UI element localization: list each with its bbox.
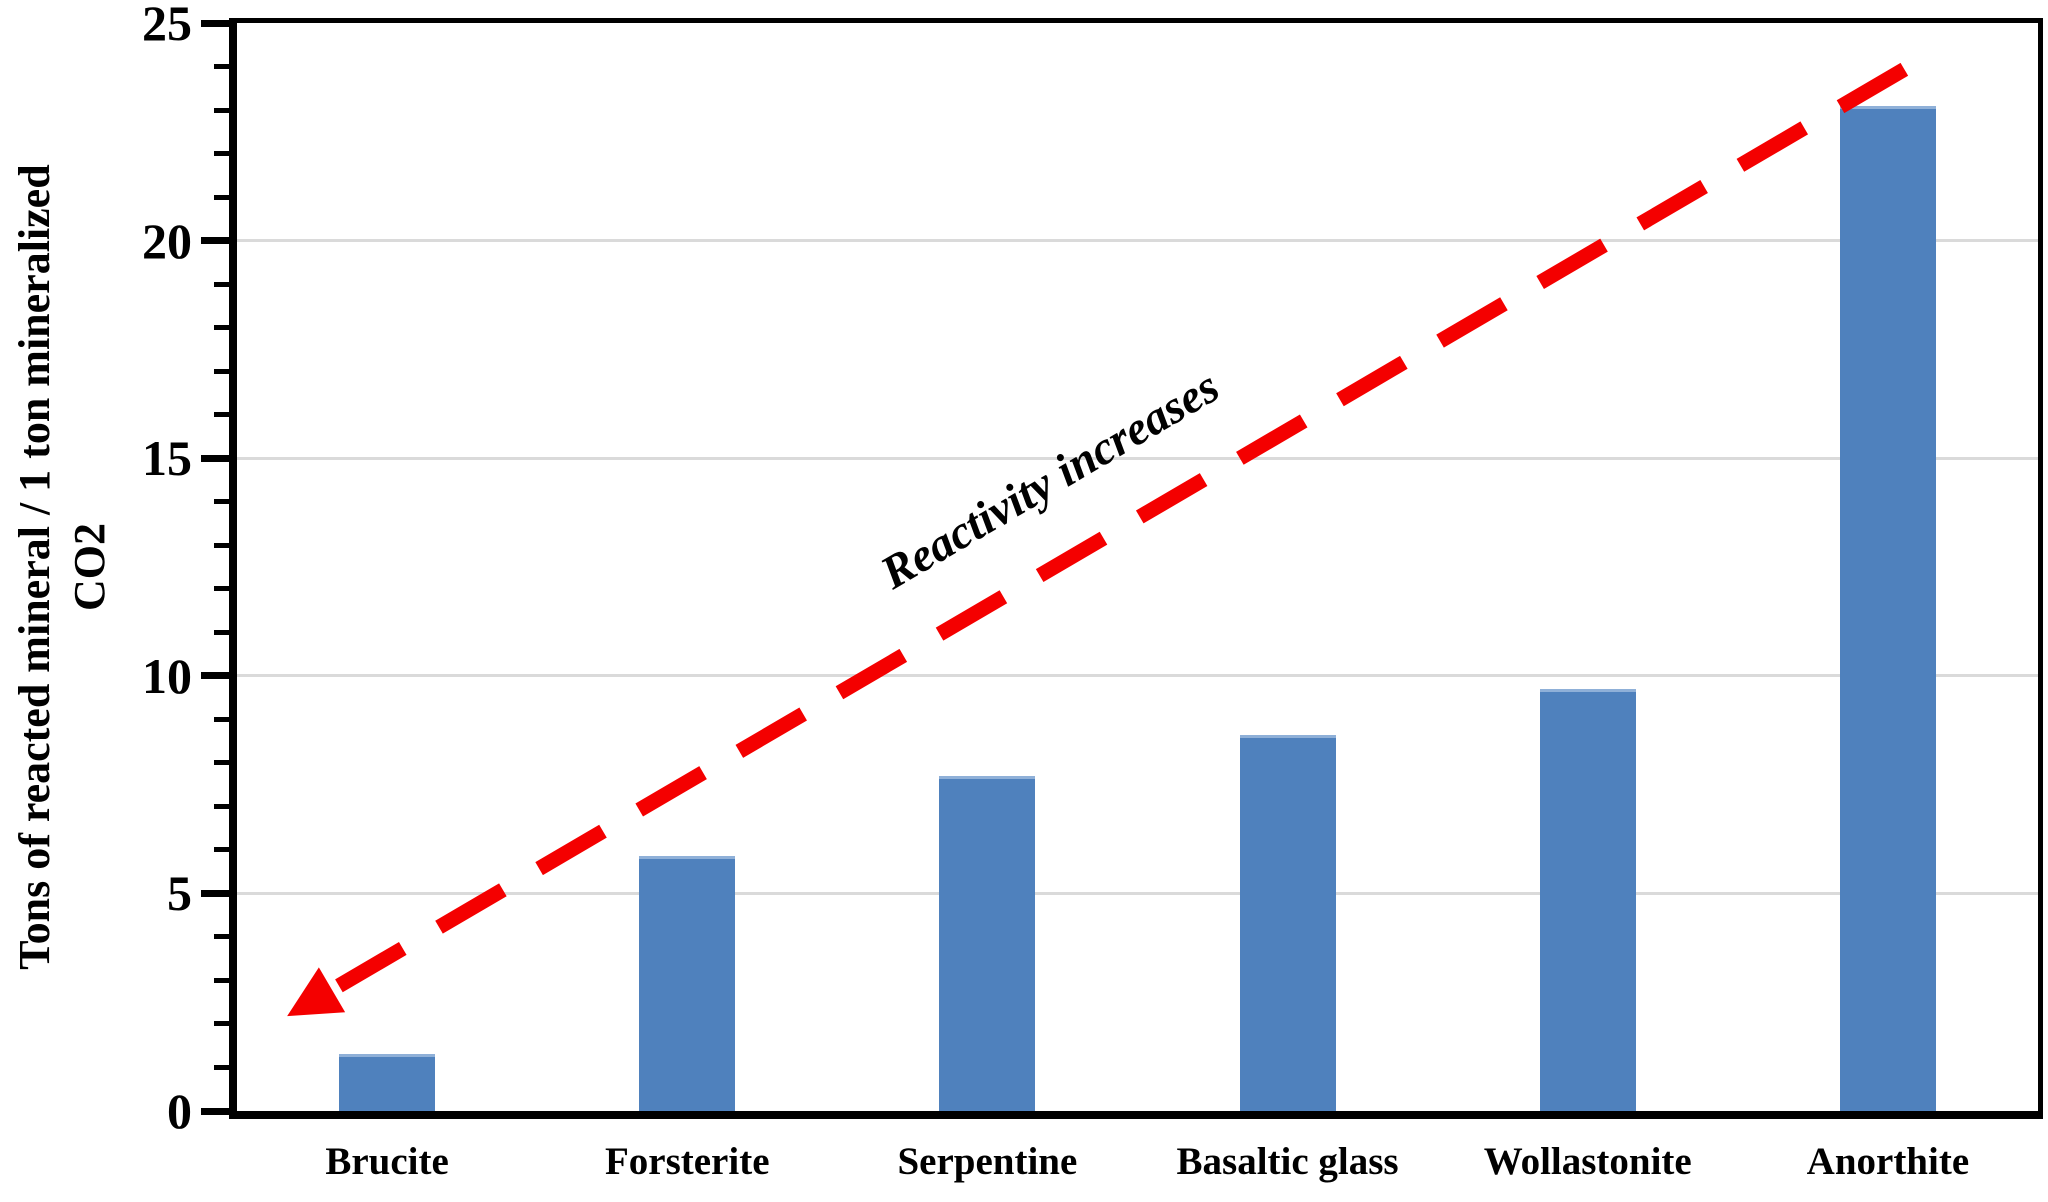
minor-tick-y-3 (214, 977, 229, 983)
y-tick-label-15: 15 (142, 430, 192, 487)
minor-tick-y-11 (214, 629, 229, 635)
y-axis-title-line1: Tons of reacted mineral / 1 ton minerali… (10, 164, 59, 970)
y-tick-label-25: 25 (142, 0, 192, 51)
minor-tick-y-19 (214, 281, 229, 287)
x-tick-label-brucite: Brucite (325, 1140, 449, 1183)
minor-tick-y-7 (214, 803, 229, 809)
y-axis-title-line2: CO2 (65, 523, 114, 611)
minor-tick-y-21 (214, 194, 229, 200)
minor-tick-y-12 (214, 586, 229, 592)
x-tick-label-serpentine: Serpentine (897, 1140, 1078, 1183)
major-tick-y-5 (201, 889, 229, 897)
y-tick-label-0: 0 (167, 1083, 192, 1139)
minor-tick-y-9 (214, 716, 229, 722)
bar-brucite (339, 1054, 436, 1111)
major-tick-y-10 (201, 672, 229, 680)
bar-forsterite (639, 856, 736, 1111)
minor-tick-y-2 (214, 1021, 229, 1027)
y-tick-label-10: 10 (142, 647, 192, 704)
x-tick-label-forsterite: Forsterite (604, 1140, 770, 1183)
gridline-y-15 (237, 456, 2038, 460)
minor-tick-y-16 (214, 412, 229, 418)
minor-tick-y-4 (214, 934, 229, 940)
minor-tick-y-1 (214, 1064, 229, 1070)
y-axis-title: Tons of reacted mineral / 1 ton minerali… (7, 0, 117, 1134)
gridline-y-20 (237, 239, 2038, 243)
major-tick-y-20 (201, 237, 229, 245)
minor-tick-y-14 (214, 499, 229, 505)
minor-tick-y-18 (214, 325, 229, 331)
bar-serpentine (939, 775, 1036, 1111)
reactivity-arrow-head (287, 967, 346, 1017)
bar-wollastonite (1539, 688, 1636, 1111)
gridline-y-10 (237, 674, 2038, 678)
major-tick-y-25 (201, 19, 229, 27)
bar-basaltic-glass (1239, 734, 1336, 1111)
y-tick-label-5: 5 (167, 865, 192, 922)
minor-tick-y-17 (214, 368, 229, 374)
reactivity-arrow-line (335, 51, 1928, 993)
major-tick-y-15 (201, 454, 229, 462)
x-tick-label-wollastonite: Wollastonite (1483, 1140, 1692, 1183)
reactivity-trend-arrow (287, 51, 1928, 1017)
minor-tick-y-13 (214, 542, 229, 548)
minor-tick-y-23 (214, 107, 229, 113)
bar-anorthite (1839, 105, 1936, 1111)
minor-tick-y-22 (214, 151, 229, 157)
minor-tick-y-6 (214, 847, 229, 853)
x-tick-label-anorthite: Anorthite (1806, 1140, 1970, 1183)
gridline-y-5 (237, 891, 2038, 895)
major-tick-y-0 (201, 1107, 229, 1115)
y-tick-label-20: 20 (142, 212, 192, 269)
minor-tick-y-24 (214, 64, 229, 70)
x-tick-label-basaltic-glass: Basaltic glass (1176, 1140, 1399, 1183)
minor-tick-y-8 (214, 760, 229, 766)
plot-area: Reactivity increases (229, 18, 2043, 1119)
